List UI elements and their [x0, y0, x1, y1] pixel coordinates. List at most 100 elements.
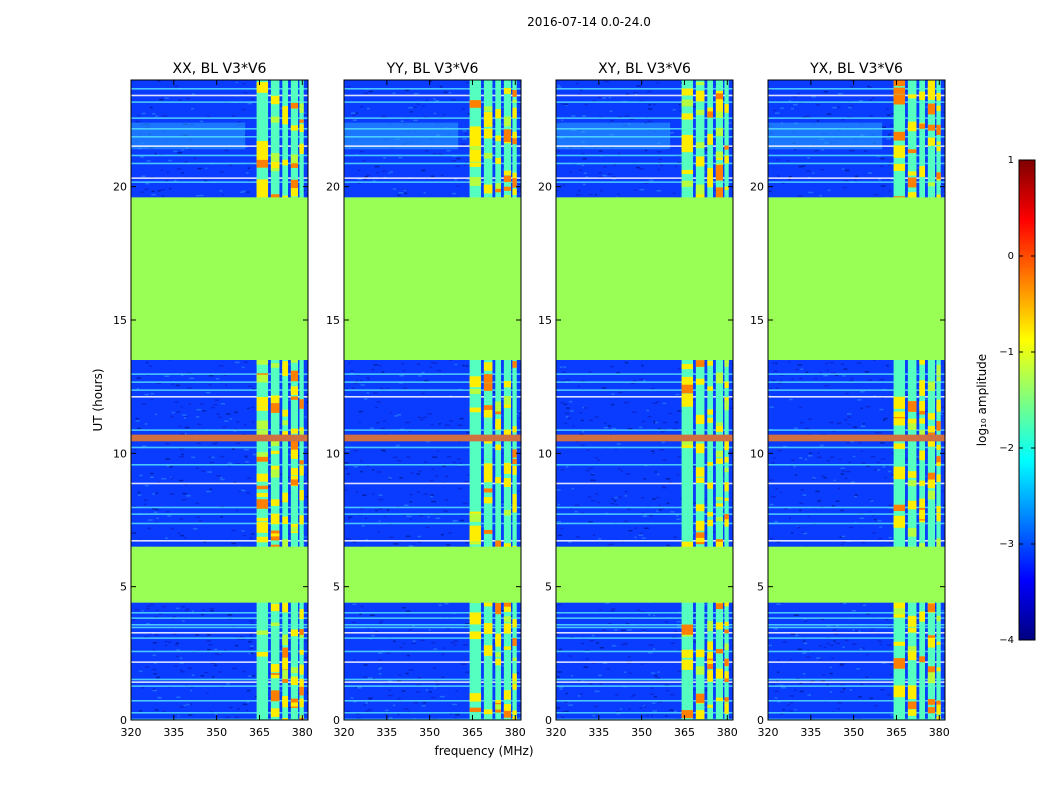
noise-speck [451, 160, 457, 162]
rfi-block [936, 124, 941, 129]
rfi-line [131, 389, 308, 391]
noise-speck [243, 361, 248, 363]
noise-speck [356, 380, 359, 382]
noise-speck [418, 375, 422, 377]
noise-speck [288, 453, 293, 456]
noise-speck [623, 643, 628, 646]
noise-speck [888, 164, 891, 167]
noise-speck [826, 369, 830, 372]
noise-speck [362, 160, 366, 162]
noise-speck [647, 651, 653, 654]
noise-speck [462, 138, 467, 140]
noise-speck [890, 124, 895, 127]
noise-speck [845, 392, 849, 395]
noise-speck [727, 156, 731, 159]
rfi-line [556, 522, 733, 525]
noise-speck [585, 658, 589, 660]
noise-speck [411, 624, 415, 627]
noise-speck [939, 448, 944, 451]
noise-speck [728, 146, 732, 149]
rfi-block [893, 466, 906, 474]
noise-speck [208, 374, 214, 377]
noise-speck [372, 180, 376, 182]
noise-speck [181, 606, 186, 608]
rfi-block [290, 629, 299, 637]
noise-speck [404, 192, 408, 195]
noise-speck [445, 499, 448, 501]
noise-speck [840, 473, 845, 475]
rfi-block [256, 154, 269, 160]
noise-speck [577, 189, 581, 192]
rfi-block [270, 403, 280, 413]
noise-speck [781, 182, 785, 185]
noise-speck [773, 457, 776, 460]
noise-speck [835, 500, 840, 502]
rfi-block [503, 616, 512, 623]
rfi-block [512, 178, 517, 188]
noise-speck [235, 636, 238, 638]
rfi-block [919, 356, 926, 365]
noise-speck [378, 668, 382, 670]
noise-speck [829, 666, 832, 669]
noise-speck [677, 410, 682, 412]
rfi-line [768, 181, 945, 183]
noise-speck [149, 633, 152, 635]
noise-speck [449, 419, 454, 422]
rfi-line [556, 373, 733, 375]
rfi-block [893, 94, 906, 105]
noise-speck [860, 450, 863, 452]
rfi-block [495, 157, 502, 164]
noise-speck [516, 413, 519, 416]
noise-speck [170, 415, 174, 418]
noise-speck [623, 520, 628, 523]
noise-speck [602, 97, 606, 99]
noise-speck [249, 537, 253, 539]
rfi-block [299, 119, 304, 123]
noise-speck [837, 92, 843, 95]
rfi-line [131, 637, 308, 639]
noise-speck [636, 609, 641, 611]
noise-speck [589, 640, 595, 642]
rfi-line [344, 482, 521, 485]
noise-speck [865, 653, 869, 656]
noise-speck [802, 532, 808, 535]
noise-speck [184, 161, 189, 163]
noise-speck [627, 656, 631, 658]
noise-speck [435, 517, 441, 520]
noise-speck [780, 686, 786, 689]
noise-speck [416, 363, 421, 366]
rfi-line [344, 88, 521, 90]
rfi-block [907, 177, 917, 188]
noise-speck [241, 108, 246, 111]
noise-speck [214, 664, 217, 667]
noise-speck [210, 662, 216, 664]
noise-speck [804, 458, 808, 461]
noise-speck [821, 149, 825, 151]
noise-speck [656, 151, 662, 153]
rfi-block [512, 508, 517, 513]
noise-speck [266, 486, 271, 488]
noise-speck [829, 421, 834, 424]
noise-speck [174, 401, 179, 403]
noise-speck [560, 401, 564, 404]
noise-speck [249, 645, 254, 647]
rfi-block [907, 646, 917, 657]
rfi-block [290, 154, 299, 164]
noise-speck [424, 150, 429, 152]
noise-speck [574, 510, 578, 513]
noise-speck [410, 111, 413, 113]
noise-speck [942, 183, 945, 186]
noise-speck [587, 496, 592, 498]
rfi-line [344, 637, 521, 639]
rfi-block [927, 413, 936, 420]
noise-speck [438, 423, 441, 425]
noise-speck [884, 476, 887, 479]
noise-speck [577, 385, 581, 388]
rfi-line [131, 177, 308, 179]
noise-speck [268, 709, 271, 711]
noise-speck [209, 710, 213, 713]
rfi-line [768, 101, 945, 103]
rfi-block [299, 430, 304, 435]
rfi-block [299, 665, 304, 675]
